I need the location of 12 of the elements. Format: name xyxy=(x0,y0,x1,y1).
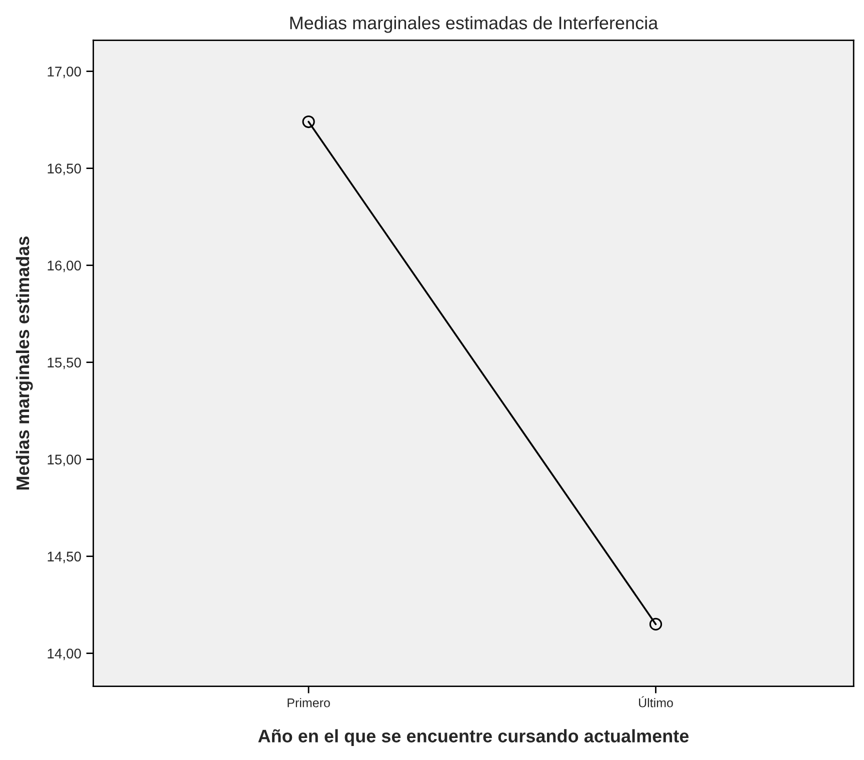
x-tick-label: Último xyxy=(638,696,673,708)
y-axis-title: Medias marginales estimadas xyxy=(16,236,33,490)
y-tick-label: 16,00 xyxy=(48,260,81,272)
y-tick-label: 17,00 xyxy=(48,66,81,78)
y-tick-label: 14,00 xyxy=(48,648,81,660)
x-axis-title: Año en el que se encuentre cursando actualmente xyxy=(258,729,689,746)
x-tick-label: Primero xyxy=(288,698,330,708)
y-tick-label: 15,50 xyxy=(48,358,81,370)
y-tick-label: 16,50 xyxy=(48,164,81,176)
chart-title: Medias marginales estimadas de Interferencia xyxy=(290,16,658,33)
y-tick-label: 14,50 xyxy=(48,552,81,564)
y-tick-label: 15,00 xyxy=(48,454,81,466)
